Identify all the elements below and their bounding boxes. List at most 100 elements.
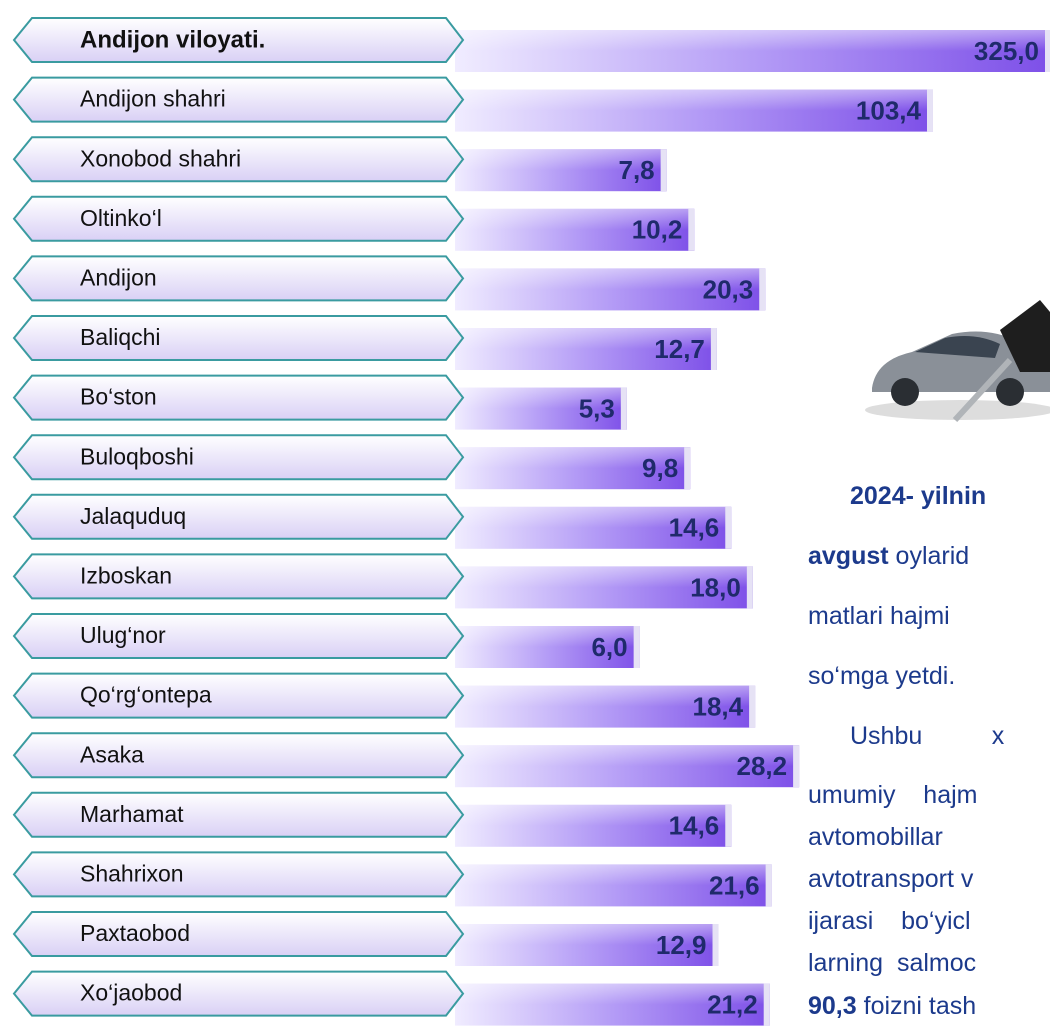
category-label: Ulug‘nor bbox=[80, 622, 166, 648]
label-box bbox=[12, 672, 465, 719]
value-label: 21,6 bbox=[709, 870, 760, 900]
value-label: 7,8 bbox=[619, 155, 655, 185]
bar-shine bbox=[455, 208, 695, 230]
label-box bbox=[12, 17, 465, 63]
value-label: 20,3 bbox=[703, 274, 754, 304]
label-box bbox=[12, 434, 465, 481]
text-line: ijarasi bo‘yicl bbox=[808, 907, 971, 935]
bar-edge bbox=[712, 924, 719, 966]
bar-shine bbox=[455, 30, 1050, 51]
text-span: 2024- yilnin bbox=[850, 482, 986, 510]
category-label: Paxtaobod bbox=[80, 920, 190, 946]
bar-edge bbox=[765, 864, 772, 907]
value-label: 12,9 bbox=[656, 930, 707, 960]
bar-shine bbox=[455, 328, 717, 349]
text-line: so‘mga yetdi. bbox=[808, 662, 955, 690]
text-line: Ushbu x bbox=[850, 722, 1005, 750]
value-label: 9,8 bbox=[642, 453, 678, 483]
text-span: so‘mga yetdi. bbox=[808, 662, 955, 690]
label-box bbox=[12, 851, 465, 898]
bar-shine bbox=[455, 149, 667, 171]
category-label: Andijon bbox=[80, 264, 157, 290]
text-span: avtomobillar bbox=[808, 823, 943, 851]
label-box bbox=[12, 493, 465, 540]
label-box bbox=[12, 553, 465, 600]
bar-edge bbox=[688, 208, 695, 251]
category-label: Asaka bbox=[80, 741, 144, 767]
bar-edge bbox=[725, 506, 732, 549]
bar-edge bbox=[746, 566, 753, 609]
bar-edge bbox=[1045, 30, 1050, 72]
bar-edge bbox=[620, 387, 627, 430]
text-span: foizni tash bbox=[857, 992, 977, 1020]
text-span: avtotransport v bbox=[808, 865, 974, 893]
text-line: matlari hajmi bbox=[808, 602, 950, 630]
bar-shine bbox=[455, 447, 691, 469]
text-line: avtomobillar bbox=[808, 823, 943, 851]
text-line: 2024- yilnin bbox=[850, 482, 986, 510]
text-span: oylarid bbox=[889, 542, 970, 570]
bar-shine bbox=[455, 924, 719, 945]
category-label: Andijon shahri bbox=[80, 86, 226, 112]
text-line: larning salmoc bbox=[808, 949, 976, 977]
label-box bbox=[12, 732, 465, 779]
value-label: 14,6 bbox=[669, 513, 720, 543]
category-label: Qo‘rg‘ontepa bbox=[80, 682, 212, 708]
text-span: ijarasi bo‘yicl bbox=[808, 907, 971, 935]
bar-edge bbox=[660, 149, 667, 192]
value-label: 18,4 bbox=[692, 691, 743, 721]
label-box bbox=[12, 970, 465, 1017]
category-label: Xonobod shahri bbox=[80, 145, 241, 171]
value-label: 325,0 bbox=[974, 36, 1039, 66]
bar-edge bbox=[763, 983, 770, 1026]
car-image bbox=[865, 300, 1050, 423]
bar-shine bbox=[455, 506, 732, 528]
bar-shine bbox=[455, 626, 640, 647]
value-label: 21,2 bbox=[707, 989, 758, 1019]
category-label: Marhamat bbox=[80, 801, 184, 827]
value-label: 14,6 bbox=[669, 811, 720, 841]
bar-edge bbox=[926, 89, 933, 132]
bar-shine bbox=[455, 268, 766, 290]
category-label: Oltinko‘l bbox=[80, 205, 162, 231]
value-label: 18,0 bbox=[690, 572, 741, 602]
bar-shine bbox=[455, 685, 756, 707]
category-label: Jalaquduq bbox=[80, 503, 186, 529]
text-span: avgust bbox=[808, 542, 889, 570]
bar-shine bbox=[455, 89, 933, 111]
bar-shine bbox=[455, 387, 627, 409]
text-span: larning salmoc bbox=[808, 949, 976, 977]
bar-shine bbox=[455, 804, 732, 826]
label-box bbox=[12, 374, 465, 421]
category-label: Xo‘jaobod bbox=[80, 980, 182, 1006]
text-line: avgust oylarid bbox=[808, 542, 969, 570]
value-label: 103,4 bbox=[856, 95, 922, 125]
label-box bbox=[12, 195, 465, 242]
label-box bbox=[12, 315, 465, 361]
bar-edge bbox=[759, 268, 766, 311]
label-box bbox=[12, 791, 465, 838]
category-label: Buloqboshi bbox=[80, 443, 194, 469]
value-label: 12,7 bbox=[654, 334, 705, 364]
text-line: umumiy hajm bbox=[808, 781, 977, 809]
category-label: Baliqchi bbox=[80, 324, 161, 350]
description: 2024- yilnin avgust oylarid matlari hajmi s… bbox=[808, 482, 1005, 1020]
label-box bbox=[12, 136, 465, 183]
label-box bbox=[12, 255, 465, 302]
bar-edge bbox=[684, 447, 691, 490]
text-span: umumiy hajm bbox=[808, 781, 977, 809]
bar-shine bbox=[455, 983, 770, 1005]
value-label: 5,3 bbox=[579, 393, 615, 423]
text-line: avtotransport v bbox=[808, 865, 974, 893]
category-label: Izboskan bbox=[80, 562, 172, 588]
label-box bbox=[12, 911, 465, 957]
bar-edge bbox=[749, 685, 756, 728]
text-span: Ushbu x bbox=[850, 722, 1005, 750]
category-label: Andijon viloyati. bbox=[80, 26, 265, 53]
label-box bbox=[12, 613, 465, 659]
value-label: 6,0 bbox=[591, 632, 627, 662]
text-span: 90,3 bbox=[808, 992, 857, 1020]
bar-edge bbox=[633, 626, 640, 668]
